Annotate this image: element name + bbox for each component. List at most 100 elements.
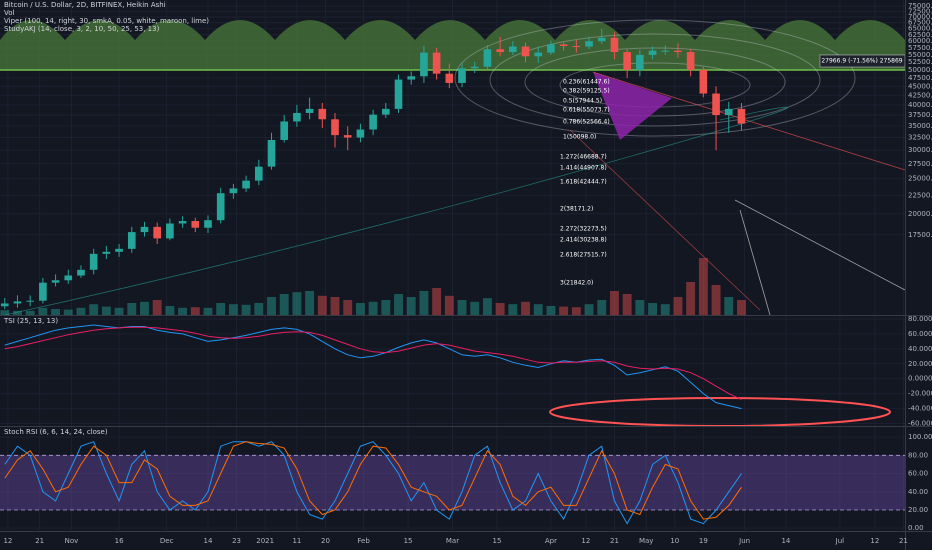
volume-bar — [317, 295, 327, 315]
candle-body — [331, 119, 339, 136]
candle-body — [737, 108, 746, 124]
candle-body — [356, 129, 365, 138]
candle-body — [267, 139, 276, 167]
candle-body — [13, 301, 22, 304]
y-tick-label: 67500.0 — [908, 19, 932, 27]
candle-body — [547, 44, 555, 53]
candle-body — [712, 93, 720, 116]
volume-bar — [444, 295, 454, 315]
candle-body — [623, 52, 631, 70]
candle-body — [0, 303, 9, 307]
y-tick-label: -20.0000 — [908, 390, 932, 398]
candle-body — [178, 221, 187, 224]
volume-bar — [63, 309, 73, 315]
series-line — [4, 441, 742, 525]
candle-body — [585, 41, 593, 47]
pane-title: Stoch RSI (6, 6, 14, 24, close) — [4, 428, 108, 436]
y-tick-label: 20.00 — [908, 506, 928, 514]
candle-body — [534, 52, 543, 57]
volume-bar — [241, 304, 251, 315]
volume-bar — [368, 301, 378, 315]
y-tick-label: 72500.0 — [908, 7, 932, 15]
y-tick-label: -40.0000 — [908, 405, 932, 413]
x-tick-label: 16 — [115, 537, 124, 545]
y-tick-label: 55000.0 — [908, 51, 932, 59]
x-tick-label: Apr — [545, 537, 557, 545]
y-tick-label: 57500.0 — [908, 44, 932, 52]
volume-bar — [343, 300, 353, 315]
x-tick-label: Mar — [446, 537, 459, 545]
fib-label: 1.414(44907.8) — [560, 165, 607, 172]
candles — [0, 29, 746, 315]
candle-body — [686, 52, 695, 70]
volume-bar — [482, 298, 492, 315]
volume-bar — [0, 310, 10, 315]
x-tick-label: 21 — [35, 537, 44, 545]
fib-label: 2.272(32273.5) — [560, 226, 607, 233]
y-tick-label: 0.00 — [908, 524, 924, 532]
volume-bar — [76, 307, 86, 315]
volume-bar — [38, 307, 48, 315]
volume-bar — [305, 291, 315, 315]
y-tick-label: 20000.0 — [908, 210, 932, 218]
candle-body — [77, 269, 85, 276]
y-tick-label: 30000.0 — [908, 146, 932, 154]
candle-body — [254, 166, 263, 181]
y-tick-label: 20.0000 — [908, 360, 932, 368]
candle-body — [280, 121, 289, 140]
range-label: 27966.9 (-71.56%) 275869 — [821, 58, 902, 65]
x-tick-label: 10 — [670, 537, 679, 545]
volume-bar — [546, 306, 556, 315]
y-tick-label: 62500.0 — [908, 31, 932, 39]
volume-bar — [165, 306, 175, 315]
arc-band — [0, 20, 905, 71]
candle-body — [204, 220, 212, 228]
candle-body — [166, 223, 174, 239]
y-tick-label: 100.00 — [908, 433, 932, 441]
fib-label: 2(38171.2) — [560, 206, 593, 213]
candle-body — [127, 232, 136, 249]
x-tick-label: Jul — [835, 537, 845, 545]
volume-bar — [279, 294, 289, 315]
trend-lines — [4, 71, 906, 316]
volume-bar — [101, 306, 111, 315]
volume-bar — [660, 304, 670, 315]
y-tick-label: 60000.0 — [908, 37, 932, 45]
x-tick-label: 14 — [204, 537, 213, 545]
x-tick-label: 12 — [3, 537, 12, 545]
volume-bar — [89, 304, 99, 315]
y-tick-label: 45000.0 — [908, 82, 932, 90]
x-tick-label: Nov — [65, 537, 79, 545]
volume-bar — [355, 303, 365, 315]
volume-bar — [584, 304, 594, 315]
volume-bar — [381, 300, 391, 315]
volume-bar — [267, 297, 276, 315]
candle-body — [559, 44, 568, 46]
candle-body — [470, 66, 479, 69]
volume-bar — [406, 297, 416, 315]
volume-bar — [737, 300, 746, 315]
lines — [4, 324, 742, 410]
volume-bar — [724, 297, 734, 315]
lines — [0, 441, 905, 525]
volume-bar — [25, 310, 35, 315]
candle-body — [102, 251, 111, 254]
volume-bar — [559, 306, 569, 315]
fib-label: 2.414(30238.8) — [560, 237, 607, 244]
fib-label: 0.236(61447.6) — [563, 79, 610, 86]
candle-body — [216, 193, 225, 221]
candle-body — [293, 112, 301, 122]
volume-bar — [698, 258, 708, 315]
x-tick-label: Feb — [357, 537, 370, 545]
y-tick-label: 27500.0 — [908, 160, 932, 168]
y-tick-label: 32500.0 — [908, 134, 932, 142]
candle-body — [369, 114, 377, 130]
candle-body — [699, 69, 708, 94]
x-tick-label: 14 — [781, 537, 790, 545]
volume-bar — [203, 307, 213, 315]
candle-body — [305, 108, 314, 113]
y-tick-label: 52500.0 — [908, 58, 932, 66]
volume-bar — [686, 282, 696, 315]
candle-body — [458, 68, 466, 83]
